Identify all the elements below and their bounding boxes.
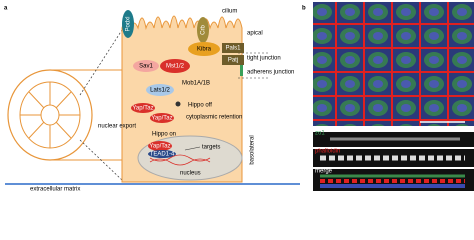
channel-label: phalloidin <box>315 149 340 155</box>
protein-label: Lats1/2 <box>150 88 170 94</box>
label: apical <box>247 31 263 37</box>
protein-label: Kibra <box>197 47 212 53</box>
protein-label: Mst1/2 <box>166 64 185 70</box>
label: extracellular matrix <box>30 187 80 193</box>
label: nucleus <box>180 171 201 177</box>
annotation: cytoplasmic retention <box>186 115 242 121</box>
protein <box>188 42 220 56</box>
protein <box>160 59 190 73</box>
annotation: nuclear export <box>98 124 136 130</box>
protein <box>222 43 244 53</box>
protein-label: Patj <box>228 58 238 64</box>
protein <box>146 84 174 96</box>
figure: a extracellular matrix cilium apical tig… <box>4 2 474 193</box>
protein <box>148 150 176 158</box>
panel-label: a <box>4 6 8 12</box>
junction-mark <box>240 64 243 76</box>
protein-label: Crb <box>201 25 207 35</box>
micrograph <box>313 2 474 126</box>
label: adherens junction <box>247 70 294 76</box>
annotation: Hippo off <box>188 103 212 109</box>
protein-label: Mob1A/1B <box>182 81 210 87</box>
annotation: Hippo on <box>152 132 176 138</box>
protein-label: Yap/Taz <box>151 116 172 122</box>
protein-label: Yap/Taz <box>149 144 170 150</box>
protein <box>133 60 159 72</box>
protein <box>197 17 209 43</box>
protein <box>131 103 155 113</box>
channel-label: merge <box>315 169 333 175</box>
channel-label: zo1 <box>315 131 325 137</box>
panel-label: b <box>302 6 306 12</box>
protein <box>122 10 134 38</box>
protein-label: Sav1 <box>139 64 153 70</box>
protein-label: Pals1 <box>225 46 241 52</box>
protein-label: TEAD1-4 <box>150 152 175 158</box>
label: basolateral <box>250 135 256 164</box>
protein <box>222 55 244 65</box>
label: cilium <box>222 9 237 15</box>
label: tight junction <box>247 56 281 62</box>
protein <box>148 141 172 151</box>
protein <box>150 113 174 123</box>
protein-label: Yap/Taz <box>132 106 153 112</box>
annotation: targets <box>202 145 220 151</box>
protein-label: Podxl <box>126 16 132 31</box>
zoom-line <box>79 29 123 181</box>
tube <box>7 69 135 161</box>
